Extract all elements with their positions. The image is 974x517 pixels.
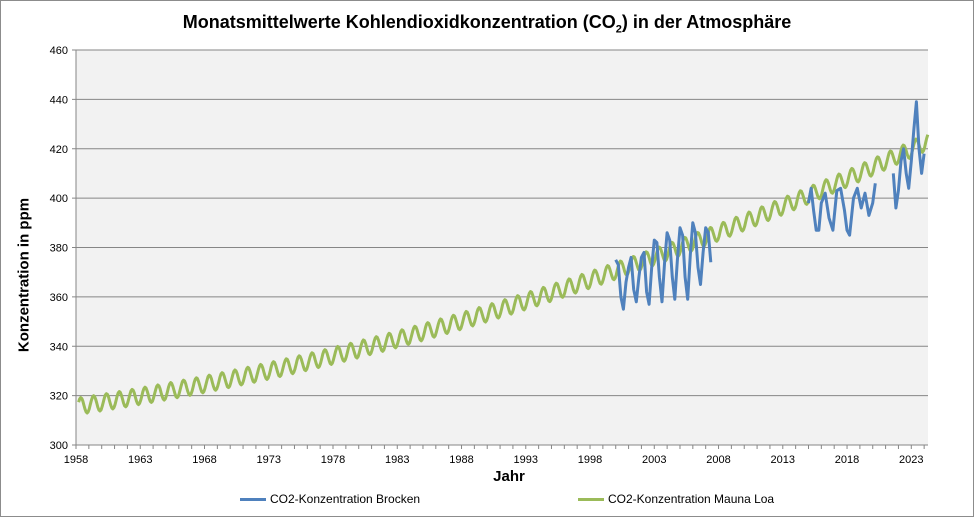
y-tick-label: 320 [50,391,68,403]
x-tick-label: 1993 [514,454,538,466]
legend-item-brocken: CO2-Konzentration Brocken [240,492,420,506]
y-tick-label: 400 [50,193,68,205]
x-tick-label: 1998 [578,454,602,466]
y-tick-label: 440 [50,94,68,106]
y-tick-label: 300 [50,440,68,452]
legend-swatch-brocken [240,498,266,502]
series-line-mauna-loa [77,134,930,415]
x-tick-label: 1963 [128,454,152,466]
x-tick-label: 2008 [706,454,730,466]
y-tick-label: 460 [50,45,68,57]
x-axis-label: Jahr [493,468,525,485]
legend-label-mauna-loa: CO2-Konzentration Mauna Loa [608,492,775,506]
legend-swatch-mauna-loa [578,498,604,502]
y-tick-label: 360 [50,292,68,304]
x-tick-label: 1978 [321,454,345,466]
chart-title: Monatsmittelwerte Kohlendioxidkonzentrat… [182,12,792,36]
series-line-brocken-1 [807,183,877,237]
x-tick-label: 2013 [771,454,795,466]
y-tick-label: 340 [50,341,68,353]
x-tick-label: 1973 [257,454,281,466]
legend-label-brocken: CO2-Konzentration Brocken [270,492,421,506]
x-tick-label: 1968 [192,454,216,466]
x-tick-label: 1958 [64,454,88,466]
y-tick-label: 380 [50,243,68,255]
series-line-brocken-0 [614,221,713,311]
x-tick-label: 2023 [899,454,923,466]
x-tick-label: 1988 [449,454,473,466]
y-tick-label: 420 [50,144,68,156]
series-line-brocken-2 [891,100,926,210]
x-tick-label: 1983 [385,454,409,466]
legend-item-mauna-loa: CO2-Konzentration Mauna Loa [578,492,774,506]
x-tick-label: 2003 [642,454,666,466]
x-tick-label: 2018 [835,454,859,466]
